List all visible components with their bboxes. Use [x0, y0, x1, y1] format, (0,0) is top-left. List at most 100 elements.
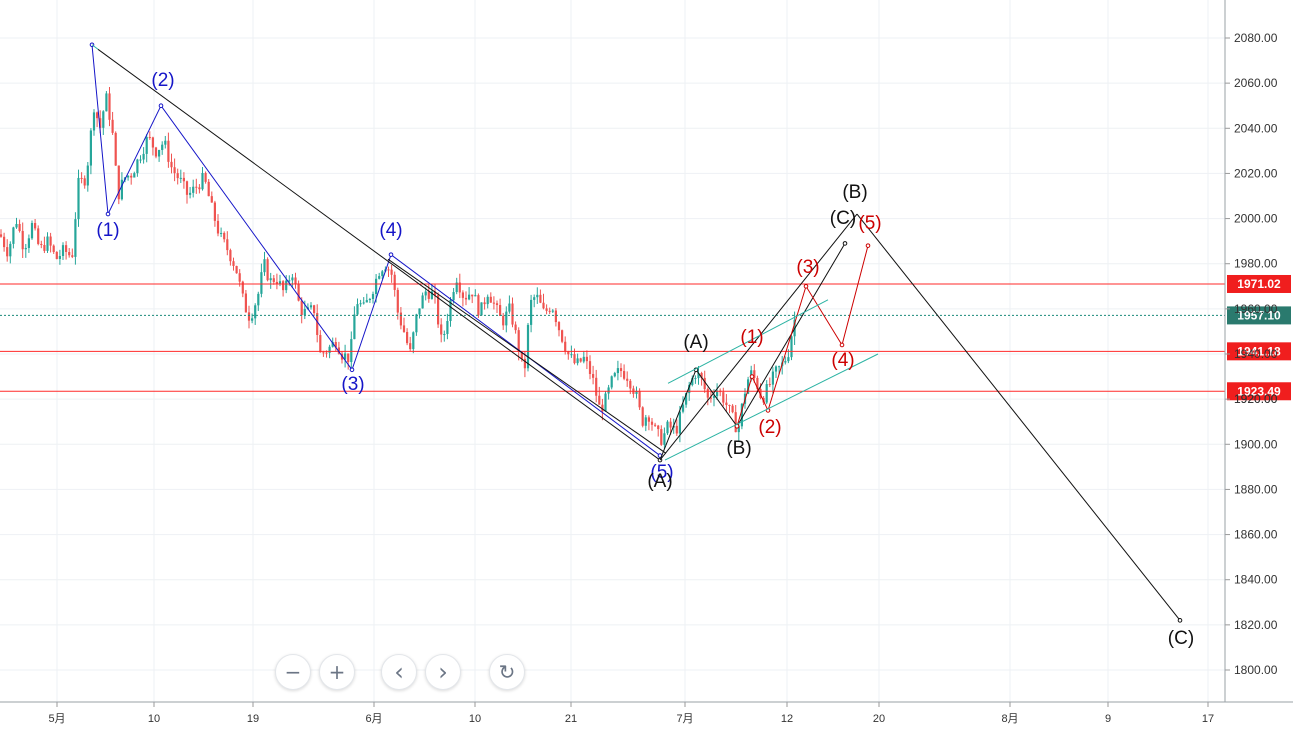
candle-body — [427, 291, 430, 299]
candle-body — [334, 342, 337, 348]
candle-body — [359, 303, 362, 305]
candle-body — [446, 320, 449, 335]
candle-body — [747, 379, 750, 394]
price-level-tag — [1227, 382, 1291, 401]
candle-body — [716, 390, 719, 397]
candle-body — [49, 236, 52, 246]
scroll-left-button[interactable]: ‹ — [381, 654, 417, 690]
candle-body — [89, 130, 92, 166]
c-wave-projection — [856, 213, 1181, 621]
candle-body — [526, 324, 530, 369]
candle-body — [322, 352, 325, 354]
scroll-right-button[interactable]: › — [425, 654, 461, 690]
candle-body — [545, 308, 548, 311]
candle-body — [288, 280, 291, 282]
candle-body — [213, 202, 216, 221]
candle-body — [483, 302, 486, 305]
candle-body — [331, 342, 334, 347]
candle-body — [34, 223, 37, 229]
current-price-tag — [1227, 306, 1291, 325]
candle-body — [92, 112, 96, 131]
y-tick-label: 1920.00 — [1234, 392, 1278, 406]
wave-label-blue: (5) — [650, 462, 673, 483]
candle-body — [77, 177, 80, 220]
candle-body — [223, 232, 226, 240]
candle-body — [626, 378, 629, 381]
candle-body — [579, 358, 582, 362]
candle-body — [573, 354, 576, 364]
candle-body — [458, 282, 461, 293]
candle-body — [635, 391, 638, 394]
candle-body — [703, 377, 706, 390]
wave-label-red: (5) — [858, 213, 881, 234]
candle-body — [24, 247, 27, 250]
x-tick-label: 7月 — [676, 713, 693, 725]
x-tick-label: 5月 — [48, 713, 65, 725]
zoom-in-button[interactable]: + — [319, 654, 355, 690]
candle-body — [502, 315, 505, 326]
candle-body — [368, 298, 371, 301]
candle-body — [173, 167, 176, 174]
x-tick-label: 10 — [469, 713, 481, 725]
candle-body — [117, 165, 120, 200]
wave-point — [803, 283, 809, 289]
reset-view-button[interactable]: ↻ — [489, 654, 525, 690]
candle-body — [15, 223, 18, 228]
candle-body — [700, 372, 703, 378]
wave-point — [749, 374, 755, 379]
candle-body — [737, 426, 740, 433]
price-level-tag — [1227, 342, 1291, 361]
candle-body — [588, 361, 592, 375]
candle-body — [424, 291, 427, 296]
candle-body — [235, 265, 238, 274]
candle-body — [371, 293, 375, 299]
x-tick-label: 20 — [873, 713, 885, 725]
candle-body — [58, 255, 61, 259]
candle-body — [520, 352, 523, 359]
candle-body — [697, 372, 700, 379]
y-tick-label: 2000.00 — [1234, 212, 1278, 226]
wave-label-black: (C) — [830, 208, 856, 229]
candle-body — [564, 341, 567, 352]
candle-body — [771, 371, 774, 385]
candle-body — [641, 407, 644, 426]
candle-body — [102, 111, 105, 128]
candle-body — [561, 330, 564, 342]
candle-body — [607, 387, 610, 394]
x-tick-label: 12 — [781, 713, 793, 725]
candle-body — [285, 280, 288, 291]
candle-body — [254, 305, 257, 319]
current-price-value: 1957.10 — [1237, 308, 1281, 322]
candle-body — [654, 424, 657, 426]
candle-body — [536, 294, 539, 298]
candle-body — [399, 312, 402, 326]
candle-body — [461, 292, 464, 298]
wave-point — [158, 103, 164, 109]
candle-body — [787, 357, 790, 362]
y-tick-label: 2060.00 — [1234, 76, 1278, 90]
candle-body — [725, 402, 728, 405]
candle-body — [471, 294, 474, 297]
x-tick-label: 6月 — [365, 713, 382, 725]
candle-body — [247, 312, 251, 321]
candle-body — [282, 281, 285, 291]
candle-body — [492, 302, 495, 304]
candle-body — [52, 245, 55, 252]
x-tick-label: 17 — [1202, 713, 1214, 725]
candle-body — [164, 140, 167, 145]
candle-body — [207, 181, 210, 197]
candle-body — [768, 384, 771, 386]
candle-body — [396, 289, 399, 313]
candle-body — [542, 302, 545, 309]
y-tick-label: 1900.00 — [1234, 437, 1278, 451]
candle-body — [610, 376, 613, 388]
wave-label-black: (A) — [647, 471, 672, 492]
candle-body — [136, 159, 139, 174]
candle-body — [390, 269, 393, 275]
zoom-out-button[interactable]: − — [275, 654, 311, 690]
candle-body — [362, 302, 365, 304]
candle-body — [511, 303, 514, 325]
candle-body — [595, 377, 598, 396]
